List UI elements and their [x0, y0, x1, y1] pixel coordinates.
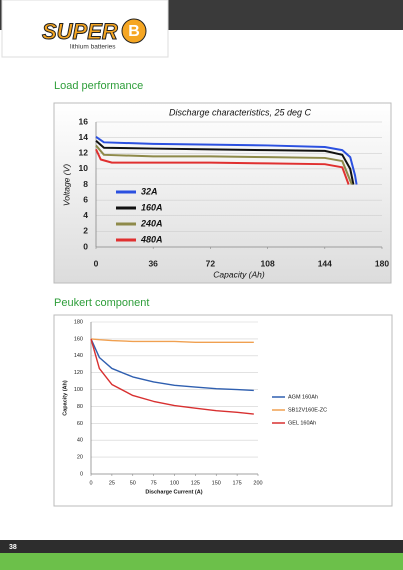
legend-label: 480A — [140, 234, 163, 244]
y-tick-label: 10 — [79, 163, 89, 173]
chart-frame — [53, 102, 392, 284]
legend-label: GEL 160Ah — [288, 420, 316, 426]
x-tick-label: 75 — [151, 480, 157, 486]
x-tick-label: 100 — [170, 480, 179, 486]
y-tick-label: 14 — [79, 132, 89, 142]
y-tick-label: 20 — [77, 455, 83, 461]
legend-label: SB12V160E-ZC — [288, 407, 327, 413]
x-tick-label: 125 — [191, 480, 200, 486]
y-tick-label: 8 — [83, 179, 88, 189]
x-tick-label: 108 — [261, 258, 275, 268]
page-number: 38 — [9, 544, 17, 551]
x-tick-label: 50 — [130, 480, 136, 486]
section-title: Load performance — [54, 80, 143, 92]
footer-bar — [0, 540, 403, 553]
x-tick-label: 0 — [89, 480, 92, 486]
legend-label: 32A — [141, 186, 158, 196]
y-tick-label: 160 — [74, 336, 83, 342]
y-tick-label: 140 — [74, 353, 83, 359]
logo: SUPER — [42, 19, 118, 44]
x-tick-label: 25 — [109, 480, 115, 486]
section-title: Peukert component — [54, 297, 149, 309]
legend-label: 240A — [140, 218, 163, 228]
y-tick-label: 16 — [79, 116, 89, 126]
x-axis-label: Discharge Current (A) — [145, 489, 202, 495]
y-tick-label: 0 — [83, 241, 88, 251]
y-tick-label: 180 — [74, 319, 83, 325]
logo-badge — [121, 18, 147, 44]
y-tick-label: 80 — [77, 404, 83, 410]
x-tick-label: 144 — [318, 258, 332, 268]
x-tick-label: 150 — [212, 480, 221, 486]
x-tick-label: 175 — [233, 480, 242, 486]
logo-mark: B — [128, 23, 140, 40]
series-line — [90, 338, 254, 392]
series-line — [95, 148, 350, 185]
chart-frame — [53, 314, 393, 507]
series-line — [95, 144, 353, 185]
y-tick-label: 100 — [74, 387, 83, 393]
x-tick-label: 180 — [375, 258, 389, 268]
chart-title: Discharge characteristics, 25 deg C — [169, 107, 312, 117]
x-tick-label: 200 — [253, 480, 262, 486]
y-axis-label: Capacity (Ah) — [62, 380, 68, 416]
series-line — [90, 338, 254, 415]
x-tick-label: 72 — [206, 258, 216, 268]
x-axis-label: Capacity (Ah) — [213, 269, 265, 279]
y-tick-label: 6 — [83, 194, 88, 204]
y-tick-label: 120 — [74, 370, 83, 376]
tagline: lithium batteries — [70, 44, 116, 51]
series-line — [95, 140, 355, 185]
y-tick-label: 12 — [79, 148, 89, 158]
x-tick-label: 36 — [148, 258, 158, 268]
y-tick-label: 40 — [77, 438, 83, 444]
x-tick-label: 0 — [94, 258, 99, 268]
y-tick-label: 60 — [77, 421, 83, 427]
series-line — [95, 136, 358, 185]
series-line — [90, 338, 254, 343]
legend-label: 160A — [141, 202, 163, 212]
y-tick-label: 0 — [80, 471, 83, 477]
y-axis-label: Voltage (V) — [61, 164, 71, 206]
legend-label: AGM 160Ah — [288, 394, 318, 400]
y-tick-label: 2 — [83, 226, 88, 236]
y-tick-label: 4 — [83, 210, 88, 220]
footer-stripe — [0, 553, 403, 570]
